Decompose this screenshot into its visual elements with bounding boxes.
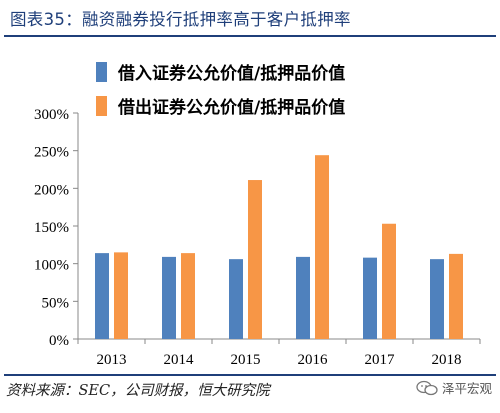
bar-2014-series-2 (181, 253, 195, 339)
bar-2016-series-2 (315, 155, 329, 339)
bar-2017-series-2 (382, 223, 396, 339)
legend-swatch-1 (96, 62, 107, 82)
bar-2013-series-2 (114, 252, 128, 339)
bar-2015-series-2 (248, 180, 262, 339)
source-note: 资料来源：SEC，公司财报，恒大研究院 (6, 383, 270, 399)
title-divider (4, 35, 496, 37)
x-tick-label: 2013 (97, 352, 127, 368)
bar-2015-series-1 (229, 259, 243, 339)
x-tick-label: 2015 (231, 352, 261, 368)
bar-2014-series-1 (162, 256, 176, 339)
bar-2013-series-1 (95, 253, 109, 339)
x-tick-label: 2018 (432, 352, 462, 368)
y-axis: 0% 50% 100% 150% 200% 250% 300% (34, 107, 79, 349)
bar-2016-series-1 (296, 256, 310, 339)
chart-title: 图表35：融资融券投行抵押率高于客户抵押率 (10, 10, 351, 29)
y-tick-label: 0% (49, 333, 69, 349)
x-tick-label: 2017 (365, 352, 396, 368)
x-tick-label: 2016 (298, 352, 329, 368)
y-tick-label: 100% (34, 258, 69, 274)
y-tick-label: 150% (34, 220, 69, 236)
y-tick-label: 50% (42, 295, 70, 311)
y-tick-label: 300% (34, 107, 69, 123)
wechat-icon (416, 380, 438, 395)
bar-series (95, 155, 463, 339)
y-tick-label: 250% (34, 145, 69, 161)
bar-2018-series-2 (449, 253, 463, 339)
source-divider (4, 374, 496, 376)
legend-swatch-2 (96, 96, 107, 116)
chart-title-bar: 图表35：融资融券投行抵押率高于客户抵押率 (0, 0, 500, 37)
y-tick-label: 200% (34, 182, 69, 198)
bar-2017-series-1 (363, 257, 377, 339)
bar-2018-series-1 (430, 259, 444, 339)
x-axis: 2013 2014 2015 2016 2017 2018 (77, 338, 481, 368)
watermark-text: 泽平宏观 (441, 381, 492, 396)
legend-label-1: 借入证券公允价值/抵押品价值 (117, 63, 345, 84)
watermark: 泽平宏观 (416, 378, 492, 397)
legend-label-2: 借出证券公允价值/抵押品价值 (117, 97, 345, 118)
x-tick-label: 2014 (164, 352, 195, 368)
